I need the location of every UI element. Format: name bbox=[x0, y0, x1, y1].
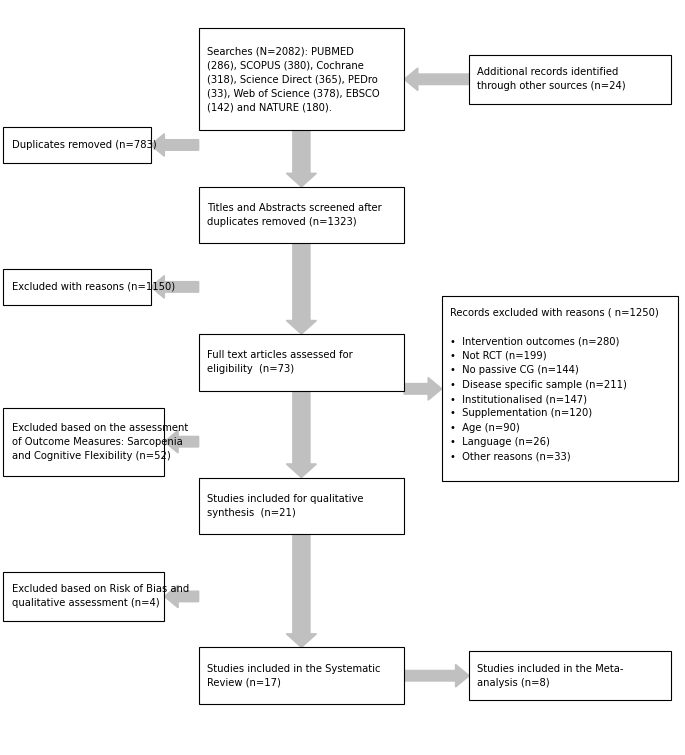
Polygon shape bbox=[286, 130, 316, 187]
Polygon shape bbox=[404, 664, 469, 687]
FancyBboxPatch shape bbox=[3, 127, 151, 163]
Text: Studies included in the Systematic
Review (n=17): Studies included in the Systematic Revie… bbox=[207, 664, 380, 688]
Polygon shape bbox=[151, 134, 199, 156]
FancyBboxPatch shape bbox=[199, 28, 404, 130]
FancyBboxPatch shape bbox=[469, 651, 671, 701]
Polygon shape bbox=[164, 585, 199, 608]
FancyBboxPatch shape bbox=[469, 54, 671, 103]
Text: Excluded based on the assessment
of Outcome Measures: Sarcopenia
and Cognitive F: Excluded based on the assessment of Outc… bbox=[12, 423, 188, 461]
FancyBboxPatch shape bbox=[199, 477, 404, 535]
FancyBboxPatch shape bbox=[3, 269, 151, 305]
Text: Titles and Abstracts screened after
duplicates removed (n=1323): Titles and Abstracts screened after dupl… bbox=[207, 203, 382, 227]
Text: Additional records identified
through other sources (n=24): Additional records identified through ot… bbox=[477, 67, 626, 91]
Polygon shape bbox=[164, 430, 199, 453]
Text: Studies included in the Meta-
analysis (n=8): Studies included in the Meta- analysis (… bbox=[477, 664, 624, 688]
Text: Studies included for qualitative
synthesis  (n=21): Studies included for qualitative synthes… bbox=[207, 494, 363, 518]
Polygon shape bbox=[286, 535, 316, 648]
FancyBboxPatch shape bbox=[3, 408, 164, 476]
Polygon shape bbox=[404, 68, 469, 91]
FancyBboxPatch shape bbox=[199, 187, 404, 243]
FancyBboxPatch shape bbox=[442, 297, 678, 482]
Polygon shape bbox=[286, 243, 316, 334]
Text: Excluded with reasons (n=1150): Excluded with reasons (n=1150) bbox=[12, 282, 175, 292]
Text: Searches (N=2082): PUBMED
(286), SCOPUS (380), Cochrane
(318), Science Direct (3: Searches (N=2082): PUBMED (286), SCOPUS … bbox=[207, 46, 379, 112]
FancyBboxPatch shape bbox=[3, 572, 164, 621]
FancyBboxPatch shape bbox=[199, 647, 404, 704]
Polygon shape bbox=[151, 276, 199, 298]
FancyBboxPatch shape bbox=[199, 334, 404, 391]
Text: Records excluded with reasons ( n=1250)

•  Intervention outcomes (n=280)
•  Not: Records excluded with reasons ( n=1250) … bbox=[450, 308, 659, 461]
Text: Full text articles assessed for
eligibility  (n=73): Full text articles assessed for eligibil… bbox=[207, 350, 353, 374]
Polygon shape bbox=[286, 391, 316, 478]
Text: Excluded based on Risk of Bias and
qualitative assessment (n=4): Excluded based on Risk of Bias and quali… bbox=[12, 584, 189, 609]
Text: Duplicates removed (n=783): Duplicates removed (n=783) bbox=[12, 140, 156, 150]
Polygon shape bbox=[404, 378, 442, 400]
